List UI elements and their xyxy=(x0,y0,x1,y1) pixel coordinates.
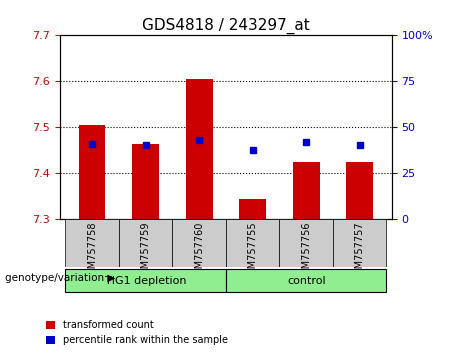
Text: GSM757756: GSM757756 xyxy=(301,222,311,281)
FancyBboxPatch shape xyxy=(65,269,226,292)
Text: GSM757759: GSM757759 xyxy=(141,222,151,281)
Text: GSM757758: GSM757758 xyxy=(87,222,97,281)
Text: control: control xyxy=(287,275,325,286)
FancyBboxPatch shape xyxy=(119,219,172,267)
Bar xyxy=(239,199,266,219)
Text: TIG1 depletion: TIG1 depletion xyxy=(105,275,186,286)
Bar xyxy=(293,162,319,219)
Legend: transformed count, percentile rank within the sample: transformed count, percentile rank withi… xyxy=(42,316,232,349)
Text: GSM757755: GSM757755 xyxy=(248,222,258,281)
FancyBboxPatch shape xyxy=(279,219,333,267)
Text: genotype/variation ▶: genotype/variation ▶ xyxy=(5,273,115,283)
Bar xyxy=(346,162,373,219)
Text: GSM757760: GSM757760 xyxy=(194,222,204,281)
FancyBboxPatch shape xyxy=(65,219,119,267)
FancyBboxPatch shape xyxy=(226,269,386,292)
Text: GDS4818 / 243297_at: GDS4818 / 243297_at xyxy=(142,18,310,34)
Bar xyxy=(132,143,159,219)
Bar xyxy=(79,125,106,219)
FancyBboxPatch shape xyxy=(333,219,386,267)
FancyBboxPatch shape xyxy=(172,219,226,267)
FancyBboxPatch shape xyxy=(226,219,279,267)
Text: GSM757757: GSM757757 xyxy=(355,222,365,281)
Bar xyxy=(186,79,213,219)
